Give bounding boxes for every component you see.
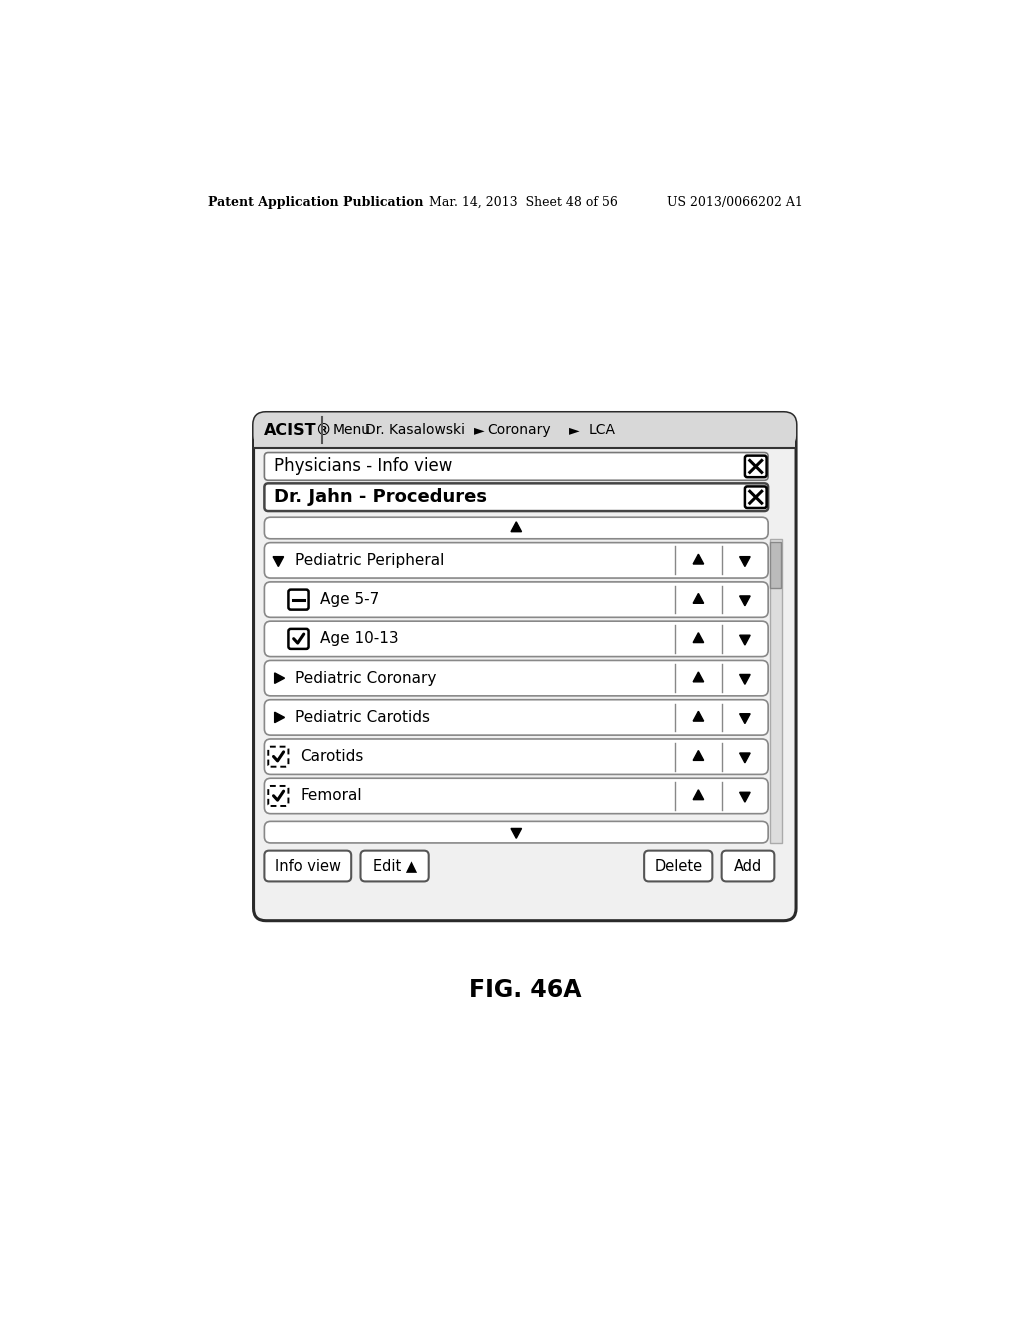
Text: Pediatric Carotids: Pediatric Carotids [295, 710, 430, 725]
Text: LCA: LCA [589, 424, 615, 437]
Polygon shape [739, 675, 751, 684]
Polygon shape [739, 557, 751, 566]
FancyBboxPatch shape [268, 747, 289, 767]
Text: US 2013/0066202 A1: US 2013/0066202 A1 [667, 195, 803, 209]
FancyBboxPatch shape [264, 582, 768, 618]
Text: Info view: Info view [274, 858, 341, 874]
FancyBboxPatch shape [254, 412, 796, 921]
FancyBboxPatch shape [289, 590, 308, 610]
Text: Dr. Kasalowski: Dr. Kasalowski [365, 424, 465, 437]
Text: Pediatric Coronary: Pediatric Coronary [295, 671, 437, 685]
Text: ►: ► [569, 424, 580, 437]
Text: Menu: Menu [332, 424, 371, 437]
FancyBboxPatch shape [264, 739, 768, 775]
FancyBboxPatch shape [264, 517, 768, 539]
FancyBboxPatch shape [289, 628, 308, 649]
FancyBboxPatch shape [268, 785, 289, 807]
FancyBboxPatch shape [722, 850, 774, 882]
Polygon shape [693, 751, 703, 760]
FancyBboxPatch shape [644, 850, 713, 882]
Text: Delete: Delete [654, 858, 702, 874]
Polygon shape [511, 829, 521, 838]
FancyBboxPatch shape [264, 622, 768, 656]
Text: Patent Application Publication: Patent Application Publication [208, 195, 423, 209]
FancyBboxPatch shape [254, 412, 796, 447]
Bar [770, 539, 782, 843]
Text: ACIST®: ACIST® [264, 422, 333, 438]
FancyBboxPatch shape [264, 660, 768, 696]
Text: ►: ► [474, 424, 484, 437]
Polygon shape [274, 713, 285, 722]
Polygon shape [739, 792, 751, 803]
Polygon shape [273, 557, 284, 566]
FancyBboxPatch shape [744, 455, 767, 478]
Text: Femoral: Femoral [300, 788, 361, 804]
Polygon shape [693, 554, 703, 564]
Polygon shape [739, 714, 751, 723]
Text: Age 5-7: Age 5-7 [321, 593, 380, 607]
Bar [770, 543, 781, 589]
FancyBboxPatch shape [264, 821, 768, 843]
Text: Mar. 14, 2013  Sheet 48 of 56: Mar. 14, 2013 Sheet 48 of 56 [429, 195, 617, 209]
Text: Edit ▲: Edit ▲ [373, 858, 417, 874]
FancyBboxPatch shape [744, 487, 767, 508]
FancyBboxPatch shape [264, 483, 768, 511]
Polygon shape [693, 672, 703, 682]
Polygon shape [274, 673, 285, 684]
Polygon shape [739, 752, 751, 763]
FancyBboxPatch shape [264, 850, 351, 882]
Text: FIG. 46A: FIG. 46A [469, 978, 581, 1002]
FancyBboxPatch shape [264, 543, 768, 578]
Polygon shape [693, 594, 703, 603]
FancyBboxPatch shape [264, 779, 768, 813]
FancyBboxPatch shape [264, 700, 768, 735]
Text: Age 10-13: Age 10-13 [321, 631, 398, 647]
Text: Carotids: Carotids [300, 750, 364, 764]
Text: Dr. Jahn - Procedures: Dr. Jahn - Procedures [273, 488, 486, 506]
Text: Add: Add [734, 858, 762, 874]
Polygon shape [693, 632, 703, 643]
Polygon shape [511, 521, 521, 532]
Text: Physicians - Info view: Physicians - Info view [273, 458, 452, 475]
Bar [254, 430, 796, 447]
Text: Coronary: Coronary [487, 424, 551, 437]
FancyBboxPatch shape [264, 453, 768, 480]
Polygon shape [693, 711, 703, 721]
Polygon shape [693, 789, 703, 800]
Text: Pediatric Peripheral: Pediatric Peripheral [295, 553, 444, 568]
FancyBboxPatch shape [360, 850, 429, 882]
Polygon shape [739, 635, 751, 645]
Polygon shape [739, 595, 751, 606]
